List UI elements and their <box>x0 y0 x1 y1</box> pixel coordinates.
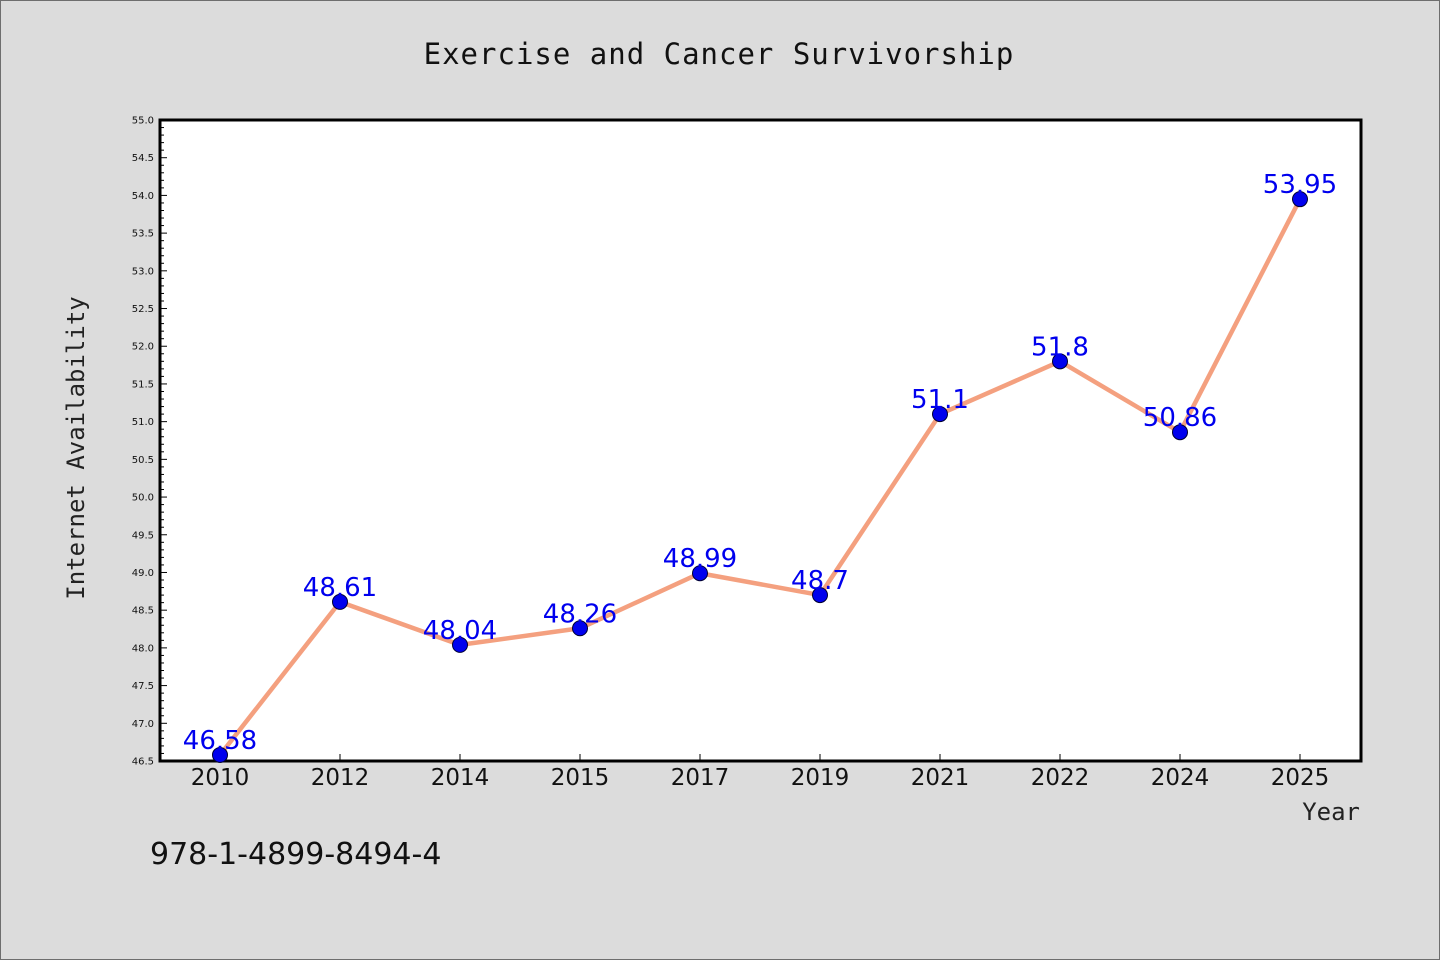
y-tick-label: 49.5 <box>132 530 154 541</box>
y-tick-label: 51.5 <box>132 379 154 390</box>
series-layer <box>212 191 1308 763</box>
data-label: 48.99 <box>663 544 737 574</box>
x-tick-label: 2017 <box>671 765 730 791</box>
data-point <box>692 565 708 582</box>
x-tick-label: 2021 <box>911 765 970 791</box>
y-tick-label: 52.0 <box>132 342 154 353</box>
y-tick-label: 55.0 <box>132 116 154 127</box>
y-axis-title: Internet Availability <box>62 296 90 599</box>
data-point <box>812 587 828 604</box>
data-point <box>1292 191 1308 208</box>
data-label: 50.86 <box>1143 403 1217 433</box>
x-tick-label: 2022 <box>1031 765 1090 791</box>
data-point <box>332 593 348 610</box>
x-tick-label: 2014 <box>431 765 490 791</box>
x-tick-label: 2019 <box>791 765 850 791</box>
y-tick-label: 48.0 <box>132 643 154 654</box>
data-label: 46.58 <box>183 726 257 756</box>
y-tick-label: 53.0 <box>132 266 154 277</box>
y-tick-label: 54.5 <box>132 153 154 164</box>
y-tick-label: 50.5 <box>132 455 154 466</box>
y-tick-label: 49.0 <box>132 568 154 579</box>
x-tick-label: 2015 <box>551 765 610 791</box>
x-axis-title: Year <box>1302 798 1360 826</box>
chart-title: Exercise and Cancer Survivorship <box>424 37 1015 71</box>
y-tick-label: 51.0 <box>132 417 154 428</box>
series-line <box>217 196 1303 758</box>
data-label: 51.8 <box>1031 332 1089 362</box>
y-tick-label: 52.5 <box>132 304 154 315</box>
x-tick-label: 2025 <box>1271 765 1330 791</box>
data-point <box>1172 424 1188 441</box>
y-tick-label: 53.5 <box>132 229 154 240</box>
data-label: 48.61 <box>303 573 377 603</box>
y-tick-label: 50.0 <box>132 493 154 504</box>
data-label: 53.95 <box>1263 170 1337 200</box>
plot-area <box>158 118 1363 763</box>
data-label: 48.04 <box>423 616 497 646</box>
x-tick-label: 2012 <box>311 765 370 791</box>
data-label: 48.7 <box>791 566 849 596</box>
data-label: 51.1 <box>911 385 969 415</box>
y-tick-label: 46.5 <box>132 757 154 768</box>
footer-isbn: 978-1-4899-8494-4 <box>150 837 441 872</box>
x-axis: 2010 2012 2014 2015 2017 2019 2021 2022 2024 2025 <box>191 754 1330 791</box>
y-tick-label: 47.0 <box>132 719 154 730</box>
data-point <box>1052 353 1068 370</box>
data-label: 48.26 <box>543 599 617 629</box>
y-tick-label: 48.5 <box>132 606 154 617</box>
data-point <box>212 746 228 763</box>
data-point <box>572 620 588 637</box>
data-point <box>932 406 948 423</box>
x-tick-label: 2024 <box>1151 765 1210 791</box>
x-tick-label: 2010 <box>191 765 250 791</box>
y-axis: 46.5 47.0 47.5 48.0 48.5 49.0 49.5 50.0 50.5 51.0… <box>132 116 167 768</box>
y-tick-label: 54.0 <box>132 191 154 202</box>
data-point <box>452 636 468 653</box>
y-tick-label: 47.5 <box>132 681 154 692</box>
data-labels-layer: 46.58 48.61 48.04 48.26 48.99 48.7 51.1 51.8 50.… <box>183 170 1337 756</box>
